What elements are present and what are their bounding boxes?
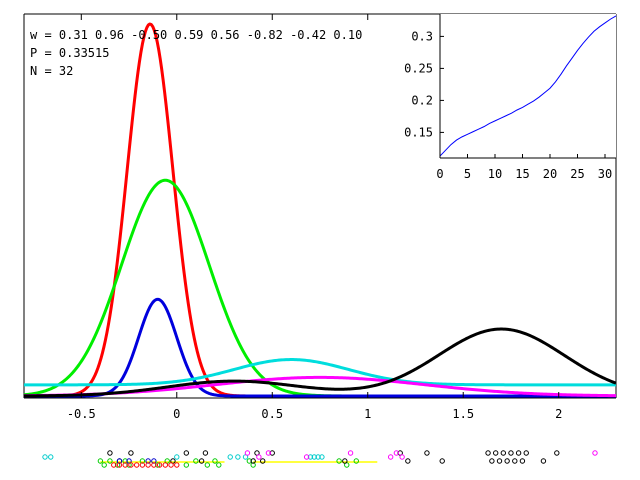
rug-point xyxy=(399,454,405,460)
rug-point xyxy=(204,462,211,468)
rug-point xyxy=(269,450,275,456)
rug-point xyxy=(303,454,310,460)
rug-point xyxy=(439,458,445,464)
rug-point xyxy=(315,454,321,460)
rug-point xyxy=(260,458,266,464)
inset-chart: 0 5 10 15 20 25 30 0.15 0.2 0.25 0.3 xyxy=(404,14,617,181)
rug-point xyxy=(151,462,157,468)
rug-point xyxy=(393,450,400,456)
density-curve-3 xyxy=(23,358,617,387)
rug-point xyxy=(42,454,48,460)
inset-x-tick-label-0: 0 xyxy=(436,167,443,181)
inset-x-tick-label-2: 10 xyxy=(488,167,502,181)
inset-ticks: 0 5 10 15 20 25 30 0.15 0.2 0.25 0.3 xyxy=(404,29,612,181)
rug-point xyxy=(162,462,169,468)
rug-point xyxy=(342,458,348,464)
inset-curve xyxy=(439,15,617,157)
main-x-ticks: -0.5 0 0.5 1 1.5 2 xyxy=(67,14,562,421)
inset-y-tick-label-2: 0.25 xyxy=(404,61,433,75)
rug-point xyxy=(500,450,507,456)
rug-point xyxy=(311,454,317,460)
rug-point xyxy=(353,458,359,464)
rug-point xyxy=(198,458,205,464)
inset-x-tick-label-5: 25 xyxy=(570,167,584,181)
n-label: N = 32 xyxy=(30,64,73,78)
inset-x-tick-label-3: 15 xyxy=(515,167,529,181)
x-tick-label-2: 0.5 xyxy=(261,407,283,421)
weights-label: w = 0.31 0.96 -0.50 0.59 0.56 -0.82 -0.4… xyxy=(30,28,362,42)
inset-series-0 xyxy=(439,15,617,157)
rug-point xyxy=(592,450,598,456)
inset-x-tick-label-6: 30 xyxy=(598,167,612,181)
density-curve-2 xyxy=(23,297,617,398)
rug-plot xyxy=(42,450,598,468)
x-tick-label-0: -0.5 xyxy=(67,407,96,421)
rug-point xyxy=(485,450,491,456)
rug-point xyxy=(496,458,503,464)
rug-point xyxy=(133,462,140,468)
rug-point xyxy=(265,450,272,456)
x-tick-label-5: 2 xyxy=(555,407,562,421)
rug-point xyxy=(48,454,54,460)
rug-point xyxy=(387,454,394,460)
rug-point xyxy=(174,454,180,460)
rug-point xyxy=(156,462,163,468)
stats-block: w = 0.31 0.96 -0.50 0.59 0.56 -0.82 -0.4… xyxy=(30,28,362,78)
p-value-label: P = 0.33515 xyxy=(30,46,109,60)
rug-point xyxy=(107,450,113,456)
rug-point xyxy=(139,462,146,468)
density-curve-5 xyxy=(23,327,617,398)
rug-point xyxy=(554,450,560,456)
rug-point xyxy=(235,454,241,460)
rug-point xyxy=(519,458,526,464)
rug-point xyxy=(212,458,218,464)
rug-point xyxy=(336,458,342,464)
rug-point xyxy=(122,462,128,468)
rug-point xyxy=(111,462,117,468)
density-curves xyxy=(23,22,617,398)
inset-y-tick-label-0: 0.15 xyxy=(404,125,433,139)
rug-point xyxy=(504,458,510,464)
rug-point xyxy=(227,454,233,460)
rug-point xyxy=(515,450,522,456)
rug-point xyxy=(183,450,190,456)
rug-point xyxy=(193,458,199,464)
inset-x-tick-label-1: 5 xyxy=(464,167,471,181)
rug-point xyxy=(128,462,134,468)
rug-point xyxy=(116,462,123,468)
rug-point xyxy=(405,458,411,464)
rug-point xyxy=(540,458,547,464)
rug-point xyxy=(128,450,134,456)
rug-point xyxy=(347,450,354,456)
rug-point xyxy=(424,450,430,456)
x-tick-label-3: 1 xyxy=(364,407,371,421)
rug-point xyxy=(319,454,325,460)
rug-point xyxy=(183,462,190,468)
rug-point xyxy=(154,462,161,468)
x-tick-label-1: 0 xyxy=(173,407,180,421)
rug-point xyxy=(244,450,251,456)
rug-point xyxy=(512,458,518,464)
rug-point xyxy=(246,458,253,464)
rug-point xyxy=(168,462,174,468)
rug-point xyxy=(492,450,499,456)
rug-point xyxy=(216,462,222,468)
rug-point xyxy=(101,462,107,468)
rug-point xyxy=(174,462,180,468)
inset-y-tick-label-3: 0.3 xyxy=(411,29,433,43)
rug-point xyxy=(202,450,209,456)
rug-point xyxy=(107,458,113,464)
inset-x-tick-label-4: 20 xyxy=(543,167,557,181)
rug-point xyxy=(145,462,151,468)
rug-point xyxy=(250,458,256,464)
rug-point xyxy=(97,458,104,464)
rug-point xyxy=(523,450,529,456)
rug-point xyxy=(307,454,314,460)
rug-point xyxy=(256,454,262,460)
rug-point xyxy=(508,450,514,456)
x-tick-label-4: 1.5 xyxy=(452,407,474,421)
rug-point xyxy=(489,458,495,464)
inset-y-tick-label-1: 0.2 xyxy=(411,93,433,107)
